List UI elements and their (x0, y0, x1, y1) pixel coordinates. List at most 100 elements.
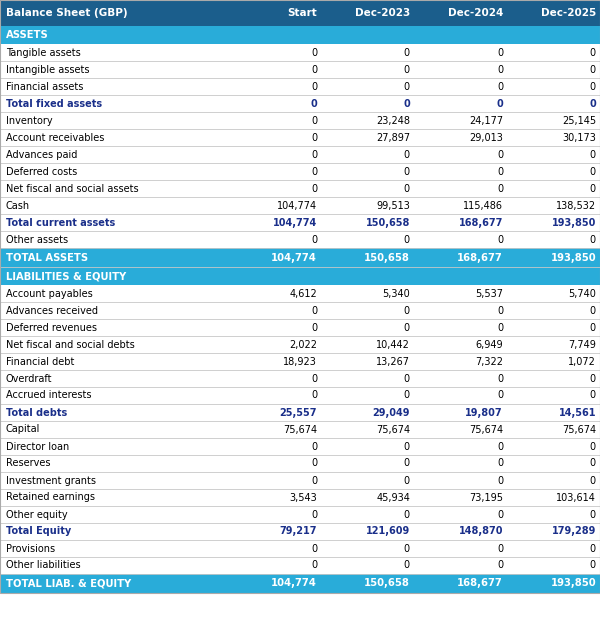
Text: 168,677: 168,677 (457, 252, 503, 263)
Text: Total current assets: Total current assets (6, 218, 115, 227)
Text: Other equity: Other equity (6, 509, 68, 520)
Text: 0: 0 (311, 234, 317, 245)
Text: 25,145: 25,145 (562, 115, 596, 126)
Text: Dec-2025: Dec-2025 (541, 8, 596, 18)
Text: 115,486: 115,486 (463, 200, 503, 211)
Text: 0: 0 (590, 184, 596, 193)
Text: Inventory: Inventory (6, 115, 53, 126)
Bar (0, 336, 600, 353)
Bar (0, 146, 600, 163)
Text: 0: 0 (310, 99, 317, 108)
Text: 0: 0 (404, 167, 410, 176)
Text: 0: 0 (497, 374, 503, 383)
Text: Director loan: Director loan (6, 442, 69, 451)
Text: 3,543: 3,543 (289, 493, 317, 502)
Bar (0, 285, 600, 302)
Text: 0: 0 (590, 544, 596, 553)
Bar (0, 404, 600, 421)
Text: 0: 0 (404, 509, 410, 520)
Text: 168,677: 168,677 (458, 218, 503, 227)
Text: 0: 0 (311, 305, 317, 316)
Text: 0: 0 (404, 48, 410, 57)
Text: 0: 0 (404, 390, 410, 401)
Text: 5,740: 5,740 (568, 289, 596, 299)
Text: 0: 0 (403, 99, 410, 108)
Bar (0, 78, 600, 95)
Bar (0, 421, 600, 438)
Bar (0, 523, 600, 540)
Text: 0: 0 (311, 442, 317, 451)
Text: 4,612: 4,612 (289, 289, 317, 299)
Text: 75,674: 75,674 (469, 424, 503, 435)
Text: 0: 0 (497, 167, 503, 176)
Text: Balance Sheet (GBP): Balance Sheet (GBP) (6, 8, 128, 18)
Text: 0: 0 (404, 323, 410, 332)
Text: 79,217: 79,217 (280, 527, 317, 536)
Text: Total Equity: Total Equity (6, 527, 71, 536)
Bar (0, 231, 600, 248)
Text: 45,934: 45,934 (376, 493, 410, 502)
Text: 0: 0 (497, 323, 503, 332)
Text: Total debts: Total debts (6, 408, 67, 417)
Text: Dec-2023: Dec-2023 (355, 8, 410, 18)
Bar (0, 129, 600, 146)
Text: 0: 0 (497, 234, 503, 245)
Text: 103,614: 103,614 (556, 493, 596, 502)
Text: 0: 0 (311, 374, 317, 383)
Text: 23,248: 23,248 (376, 115, 410, 126)
Text: 0: 0 (311, 509, 317, 520)
Text: 104,774: 104,774 (271, 578, 317, 589)
Text: 6,949: 6,949 (475, 339, 503, 350)
Text: 0: 0 (311, 115, 317, 126)
Text: 104,774: 104,774 (271, 252, 317, 263)
Bar (0, 574, 600, 593)
Text: 29,049: 29,049 (373, 408, 410, 417)
Text: 0: 0 (590, 82, 596, 91)
Text: 0: 0 (311, 64, 317, 75)
Text: 0: 0 (496, 99, 503, 108)
Text: 0: 0 (311, 48, 317, 57)
Bar (0, 26, 600, 44)
Text: 104,774: 104,774 (277, 200, 317, 211)
Text: Retained earnings: Retained earnings (6, 493, 95, 502)
Bar (0, 180, 600, 197)
Text: Net fiscal and social assets: Net fiscal and social assets (6, 184, 139, 193)
Text: 193,850: 193,850 (550, 578, 596, 589)
Bar (0, 557, 600, 574)
Text: Advances paid: Advances paid (6, 149, 77, 160)
Text: 0: 0 (311, 390, 317, 401)
Text: Financial debt: Financial debt (6, 357, 74, 366)
Text: Other assets: Other assets (6, 234, 68, 245)
Text: Total fixed assets: Total fixed assets (6, 99, 102, 108)
Text: 193,850: 193,850 (551, 218, 596, 227)
Text: 0: 0 (404, 544, 410, 553)
Bar (0, 0, 600, 26)
Text: 0: 0 (589, 99, 596, 108)
Text: 0: 0 (311, 149, 317, 160)
Text: 30,173: 30,173 (562, 133, 596, 142)
Text: 0: 0 (590, 48, 596, 57)
Text: Dec-2024: Dec-2024 (448, 8, 503, 18)
Text: 0: 0 (404, 442, 410, 451)
Text: 25,557: 25,557 (280, 408, 317, 417)
Text: 0: 0 (497, 509, 503, 520)
Text: Account receivables: Account receivables (6, 133, 104, 142)
Text: 19,807: 19,807 (466, 408, 503, 417)
Text: 0: 0 (497, 459, 503, 468)
Text: 0: 0 (404, 475, 410, 486)
Text: 0: 0 (497, 82, 503, 91)
Text: 0: 0 (497, 149, 503, 160)
Text: ASSETS: ASSETS (6, 30, 49, 40)
Text: TOTAL LIAB. & EQUITY: TOTAL LIAB. & EQUITY (6, 578, 131, 589)
Text: 0: 0 (497, 305, 503, 316)
Text: 0: 0 (590, 64, 596, 75)
Bar (0, 112, 600, 129)
Text: 121,609: 121,609 (366, 527, 410, 536)
Text: Overdraft: Overdraft (6, 374, 53, 383)
Text: 0: 0 (497, 390, 503, 401)
Text: 148,870: 148,870 (458, 527, 503, 536)
Text: 150,658: 150,658 (364, 252, 410, 263)
Text: 0: 0 (590, 442, 596, 451)
Text: LIABILITIES & EQUITY: LIABILITIES & EQUITY (6, 271, 126, 281)
Text: 0: 0 (590, 305, 596, 316)
